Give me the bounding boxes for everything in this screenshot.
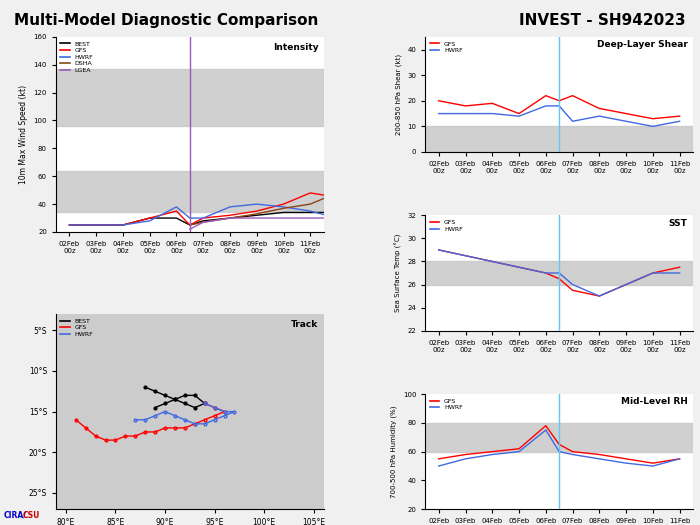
Bar — [56, 69, 323, 126]
Bar — [426, 127, 693, 152]
Text: Mid-Level RH: Mid-Level RH — [621, 397, 687, 406]
Legend: GFS, HWRF: GFS, HWRF — [428, 218, 464, 233]
Bar — [426, 423, 693, 451]
Bar — [56, 171, 323, 213]
Text: Track: Track — [291, 320, 318, 329]
Text: INVEST - SH942023: INVEST - SH942023 — [519, 13, 686, 28]
Legend: BEST, GFS, HWRF, DSHA, LGEA: BEST, GFS, HWRF, DSHA, LGEA — [59, 40, 94, 74]
Bar — [426, 261, 693, 285]
Text: CIRA/: CIRA/ — [4, 511, 27, 520]
Y-axis label: Sea Surface Temp (°C): Sea Surface Temp (°C) — [395, 234, 402, 312]
Y-axis label: 700-500 hPa Humidity (%): 700-500 hPa Humidity (%) — [391, 405, 398, 498]
Y-axis label: 10m Max Wind Speed (kt): 10m Max Wind Speed (kt) — [19, 85, 28, 184]
Legend: GFS, HWRF: GFS, HWRF — [428, 40, 464, 55]
Legend: BEST, GFS, HWRF: BEST, GFS, HWRF — [59, 317, 94, 338]
Text: Intensity: Intensity — [273, 43, 318, 51]
Y-axis label: 200-850 hPa Shear (kt): 200-850 hPa Shear (kt) — [395, 54, 402, 135]
Text: CSU: CSU — [22, 511, 40, 520]
Text: Deep-Layer Shear: Deep-Layer Shear — [597, 40, 687, 49]
Text: SST: SST — [668, 219, 687, 228]
Legend: GFS, HWRF: GFS, HWRF — [428, 397, 464, 412]
Text: Multi-Model Diagnostic Comparison: Multi-Model Diagnostic Comparison — [14, 13, 318, 28]
